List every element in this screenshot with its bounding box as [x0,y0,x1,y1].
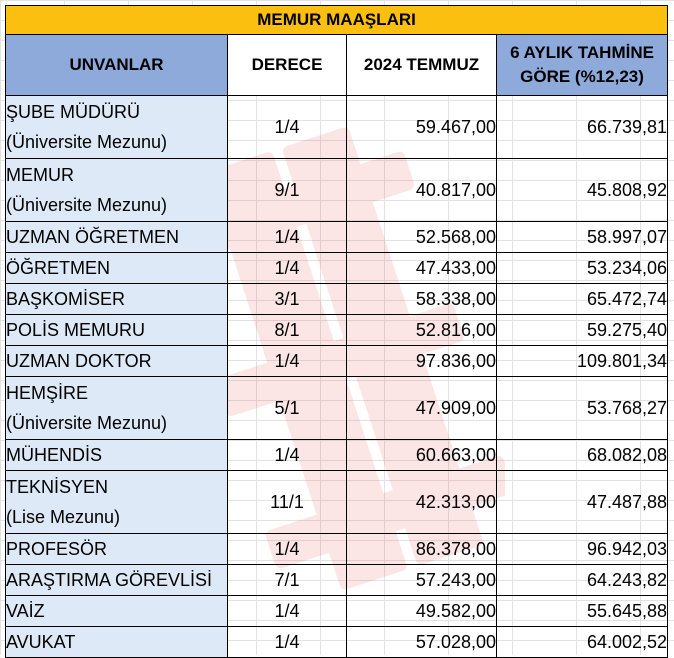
row-title-cell: PROFESÖR [5,533,228,565]
salary-table: MEMUR MAAŞLARI UNVANLAR DERECE 2024 TEMM… [4,5,669,658]
row-subtitle: (Üniversite Mezunu) [6,195,168,215]
title-row: MEMUR MAAŞLARI [4,5,669,35]
table-row: ARAŞTIRMA GÖREVLİSİ 7/1 57.243,00 64.243,82 [5,564,669,596]
row-subtitle: (Üniversite Mezunu) [6,413,168,433]
row-derece: 1/4 [227,95,347,159]
row-derece: 7/1 [227,564,347,596]
table-row: UZMAN DOKTOR 1/4 97.836,00 109.801,34 [5,345,669,377]
row-july-salary: 40.817,00 [346,158,497,222]
row-projected-salary: 96.942,03 [495,533,669,565]
table-row: ÖĞRETMEN 1/4 47.433,00 53.234,06 [5,252,669,284]
row-projected-salary: 58.997,07 [495,221,669,253]
row-title: TEKNİSYEN [6,477,109,497]
header-unvan: UNVANLAR [5,34,228,96]
table-title: MEMUR MAAŞLARI [4,5,669,35]
row-title-cell: MÜHENDİS [5,439,228,471]
row-title: HEMŞİRE [6,383,89,403]
row-projected-salary: 53.768,27 [495,376,669,440]
row-july-salary: 60.663,00 [346,439,497,471]
table-row: MÜHENDİS 1/4 60.663,00 68.082,08 [5,439,669,471]
row-july-salary: 47.433,00 [346,252,497,284]
row-derece: 1/4 [227,439,347,471]
header-projection-line2: GÖRE (%12,23) [520,67,644,86]
row-july-salary: 57.243,00 [346,564,497,596]
row-july-salary: 58.338,00 [346,283,497,315]
row-subtitle: (Üniversite Mezunu) [6,132,168,152]
row-projected-salary: 55.645,88 [495,595,669,627]
row-july-salary: 86.378,00 [346,533,497,565]
table-row: HEMŞİRE (Üniversite Mezunu) 5/1 47.909,00 53… [5,376,669,440]
row-title-cell: HEMŞİRE (Üniversite Mezunu) [5,376,228,440]
table-row: UZMAN ÖĞRETMEN 1/4 52.568,00 58.997,07 [5,221,669,253]
row-july-salary: 52.568,00 [346,221,497,253]
row-title: POLİS MEMURU [6,320,146,340]
row-projected-salary: 47.487,88 [495,470,669,534]
row-title-cell: AVUKAT [5,626,228,658]
row-title-cell: MEMUR (Üniversite Mezunu) [5,158,228,222]
row-title-cell: VAİZ [5,595,228,627]
row-title-cell: ARAŞTIRMA GÖREVLİSİ [5,564,228,596]
row-title: ÖĞRETMEN [6,258,111,278]
table-row: TEKNİSYEN (Lise Mezunu) 11/1 42.313,00 47.48… [5,470,669,534]
row-title: BAŞKOMİSER [6,289,126,309]
row-title: ARAŞTIRMA GÖREVLİSİ [6,570,213,590]
table-row: AVUKAT 1/4 57.028,00 64.002,52 [5,626,669,658]
header-projection: 6 AYLIK TAHMİNE GÖRE (%12,23) [495,34,669,96]
row-derece: 1/4 [227,626,347,658]
table-row: POLİS MEMURU 8/1 52.816,00 59.275,40 [5,314,669,346]
row-projected-salary: 53.234,06 [495,252,669,284]
table-row: PROFESÖR 1/4 86.378,00 96.942,03 [5,533,669,565]
row-title-cell: BAŞKOMİSER [5,283,228,315]
row-july-salary: 42.313,00 [346,470,497,534]
row-derece: 1/4 [227,221,347,253]
row-projected-salary: 45.808,92 [495,158,669,222]
table-row: ŞUBE MÜDÜRÜ (Üniversite Mezunu) 1/4 59.467,… [5,95,669,159]
row-derece: 8/1 [227,314,347,346]
row-july-salary: 59.467,00 [346,95,497,159]
row-title-cell: POLİS MEMURU [5,314,228,346]
row-subtitle: (Lise Mezunu) [6,507,121,527]
row-title: ŞUBE MÜDÜRÜ [6,102,141,122]
row-derece: 1/4 [227,345,347,377]
row-derece: 3/1 [227,283,347,315]
row-projected-salary: 68.082,08 [495,439,669,471]
row-derece: 1/4 [227,533,347,565]
row-july-salary: 49.582,00 [346,595,497,627]
header-july: 2024 TEMMUZ [346,34,497,96]
row-derece: 11/1 [227,470,347,534]
row-title-cell: UZMAN DOKTOR [5,345,228,377]
table-row: BAŞKOMİSER 3/1 58.338,00 65.472,74 [5,283,669,315]
row-title: MEMUR [6,165,75,185]
row-projected-salary: 66.739,81 [495,95,669,159]
table-row: VAİZ 1/4 49.582,00 55.645,88 [5,595,669,627]
row-projected-salary: 64.243,82 [495,564,669,596]
row-title: VAİZ [6,601,45,621]
row-derece: 9/1 [227,158,347,222]
row-title-cell: UZMAN ÖĞRETMEN [5,221,228,253]
row-projected-salary: 109.801,34 [495,345,669,377]
row-title: MÜHENDİS [6,445,103,465]
table-row: MEMUR (Üniversite Mezunu) 9/1 40.817,00 45.8… [5,158,669,222]
row-title-cell: ÖĞRETMEN [5,252,228,284]
row-july-salary: 52.816,00 [346,314,497,346]
row-projected-salary: 65.472,74 [495,283,669,315]
header-derece: DERECE [227,34,347,96]
row-derece: 1/4 [227,595,347,627]
row-derece: 1/4 [227,252,347,284]
row-projected-salary: 59.275,40 [495,314,669,346]
row-july-salary: 47.909,00 [346,376,497,440]
table-body: ŞUBE MÜDÜRÜ (Üniversite Mezunu) 1/4 59.467,… [5,95,669,658]
header-projection-line1: 6 AYLIK TAHMİNE [510,43,654,62]
header-row: UNVANLAR DERECE 2024 TEMMUZ 6 AYLIK TAHM… [5,34,669,96]
row-title: PROFESÖR [6,539,108,559]
row-july-salary: 57.028,00 [346,626,497,658]
row-derece: 5/1 [227,376,347,440]
row-title-cell: TEKNİSYEN (Lise Mezunu) [5,470,228,534]
row-title: UZMAN DOKTOR [6,351,152,371]
row-projected-salary: 64.002,52 [495,626,669,658]
row-title-cell: ŞUBE MÜDÜRÜ (Üniversite Mezunu) [5,95,228,159]
row-july-salary: 97.836,00 [346,345,497,377]
row-title: UZMAN ÖĞRETMEN [6,227,180,247]
row-title: AVUKAT [6,632,76,652]
